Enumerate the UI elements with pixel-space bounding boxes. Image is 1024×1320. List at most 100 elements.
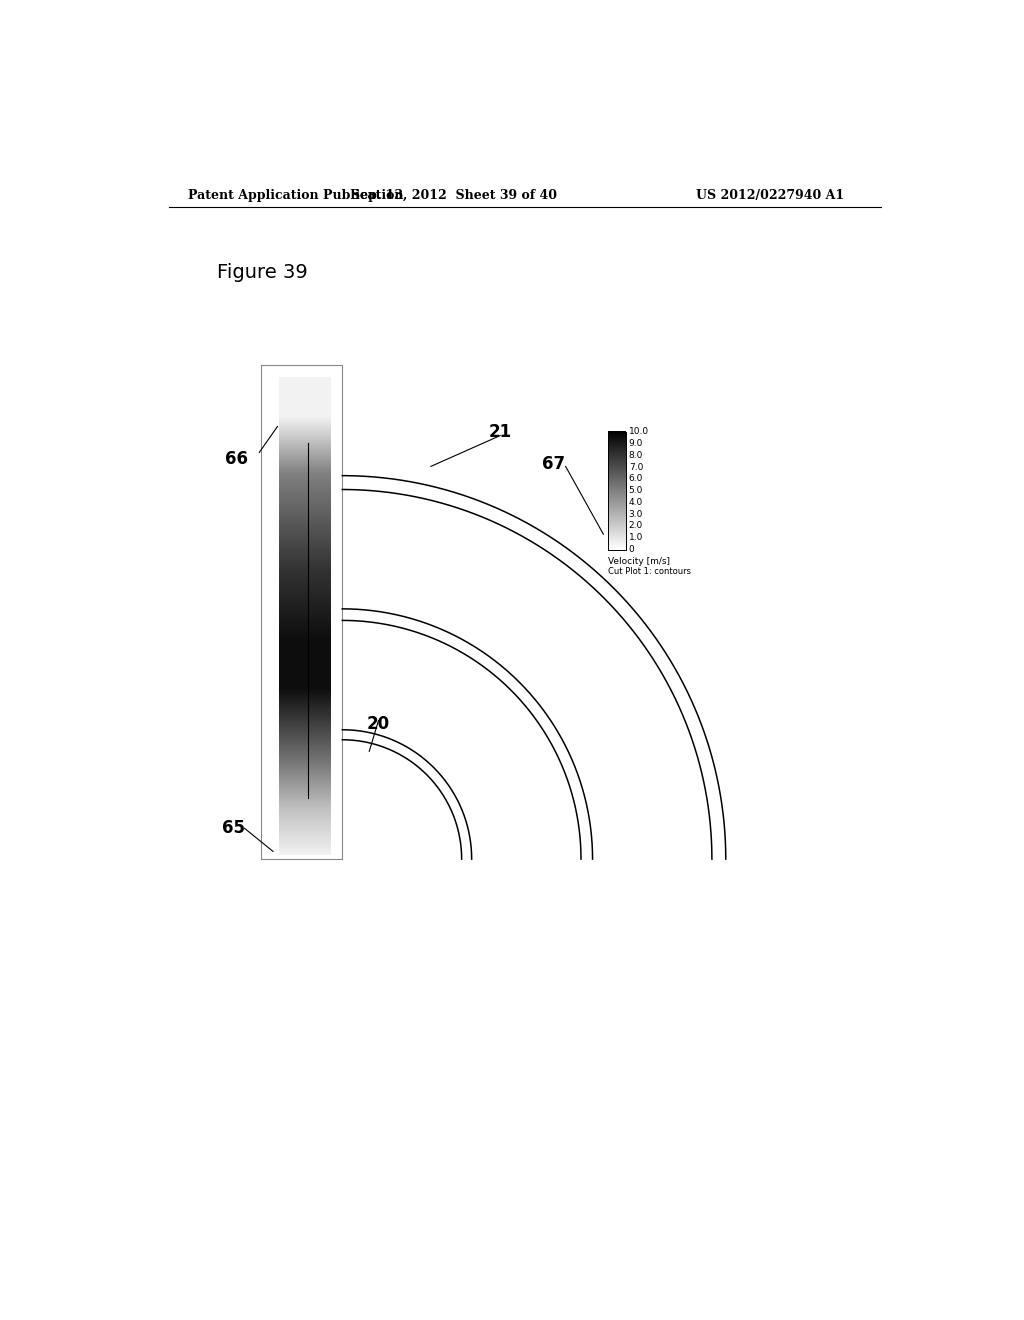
Bar [280, 490, 331, 491]
Text: 67: 67 [543, 455, 565, 473]
Bar [280, 619, 331, 620]
Bar [280, 517, 331, 519]
Bar [280, 494, 331, 495]
Bar [280, 677, 331, 678]
Bar [280, 635, 331, 636]
Bar [280, 595, 331, 597]
Bar [280, 714, 331, 715]
Text: 3.0: 3.0 [629, 510, 643, 519]
Bar [280, 837, 331, 838]
Bar [280, 388, 331, 389]
Bar [280, 544, 331, 545]
Bar [280, 657, 331, 660]
Bar [280, 747, 331, 748]
Bar [280, 400, 331, 401]
Bar [280, 652, 331, 653]
Bar [280, 808, 331, 810]
Bar [280, 818, 331, 820]
Bar [280, 735, 331, 737]
Bar [280, 760, 331, 762]
Bar [280, 597, 331, 599]
Bar [280, 474, 331, 475]
Bar [280, 851, 331, 853]
Bar [280, 812, 331, 813]
Bar [280, 483, 331, 484]
Bar [280, 413, 331, 414]
Bar [280, 744, 331, 746]
Bar [280, 603, 331, 605]
Bar [280, 417, 331, 418]
Bar [280, 537, 331, 539]
Bar [280, 833, 331, 836]
Bar [280, 705, 331, 706]
Bar [280, 581, 331, 582]
Bar [280, 433, 331, 436]
Bar [280, 602, 331, 603]
Bar [280, 422, 331, 425]
Bar [280, 570, 331, 573]
Bar [280, 508, 331, 511]
Bar [280, 612, 331, 614]
Bar [280, 599, 331, 601]
Bar [280, 387, 331, 388]
Bar [280, 671, 331, 673]
Bar [280, 614, 331, 615]
Bar [280, 803, 331, 804]
Bar [280, 632, 331, 634]
Bar [280, 610, 331, 611]
Bar [280, 510, 331, 512]
Bar [280, 657, 331, 659]
Bar [280, 834, 331, 836]
Bar [280, 513, 331, 515]
Bar [280, 605, 331, 606]
Bar [280, 429, 331, 430]
Bar [280, 682, 331, 685]
Bar [280, 611, 331, 612]
Bar [280, 529, 331, 531]
Bar [280, 845, 331, 847]
Bar [280, 453, 331, 454]
Bar [280, 767, 331, 768]
Bar [280, 420, 331, 421]
Bar [280, 545, 331, 546]
Bar [280, 630, 331, 631]
Bar [280, 504, 331, 506]
Bar [280, 615, 331, 616]
Bar [280, 698, 331, 700]
Bar [280, 598, 331, 599]
Bar [280, 759, 331, 760]
Bar [280, 686, 331, 688]
Text: US 2012/0227940 A1: US 2012/0227940 A1 [695, 189, 844, 202]
Bar [280, 721, 331, 723]
Bar [280, 627, 331, 628]
Bar [280, 832, 331, 833]
Bar [280, 796, 331, 799]
Bar [280, 540, 331, 541]
Bar [280, 440, 331, 441]
Bar [280, 590, 331, 591]
Bar [280, 792, 331, 793]
Bar [280, 516, 331, 517]
Bar [280, 715, 331, 717]
Bar [280, 607, 331, 609]
Bar [280, 557, 331, 560]
Bar [280, 840, 331, 841]
Bar [280, 762, 331, 763]
Bar [280, 805, 331, 807]
Bar [280, 482, 331, 483]
Bar [280, 755, 331, 756]
Bar [280, 495, 331, 496]
Bar [280, 562, 331, 564]
Bar [280, 399, 331, 400]
Bar [280, 533, 331, 536]
Bar [280, 568, 331, 569]
Bar [280, 846, 331, 847]
Bar [280, 499, 331, 500]
Bar [280, 432, 331, 433]
Bar [280, 770, 331, 771]
Text: 65: 65 [221, 820, 245, 837]
Bar [280, 425, 331, 426]
Bar [280, 711, 331, 713]
Bar [280, 758, 331, 760]
Bar [280, 719, 331, 722]
